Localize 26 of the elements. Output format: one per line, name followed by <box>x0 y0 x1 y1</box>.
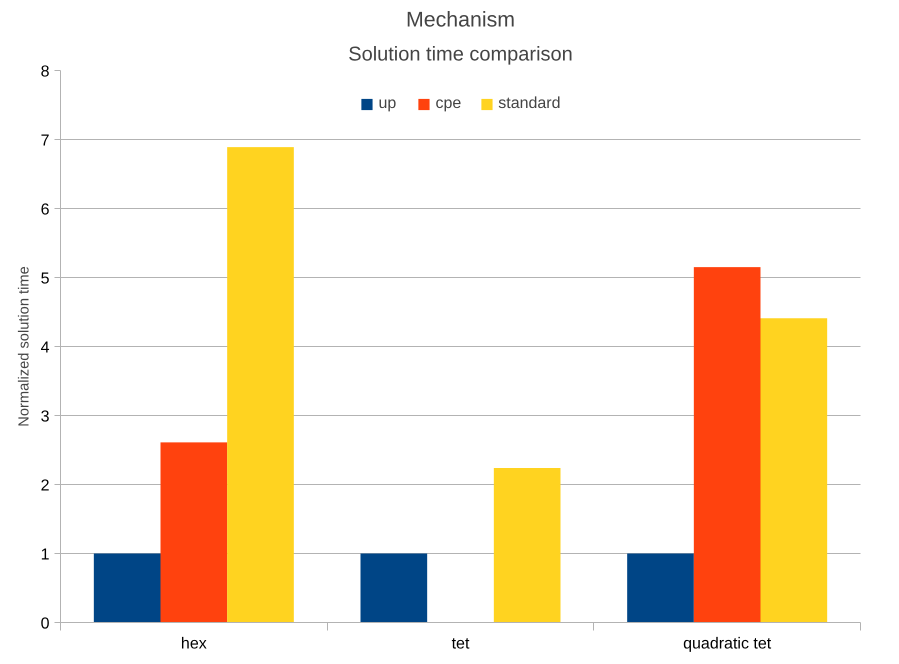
y-tick-label: 4 <box>40 340 50 356</box>
chart-title: Mechanism <box>406 8 516 32</box>
chart-subtitle: Solution time comparison <box>348 44 573 66</box>
y-tick-label: 6 <box>40 202 50 218</box>
x-tick-label: hex <box>180 636 207 652</box>
y-tick-label: 0 <box>40 616 50 632</box>
y-tick-label: 1 <box>40 546 50 564</box>
bar <box>760 318 828 622</box>
bar <box>94 554 160 622</box>
bar <box>227 147 294 622</box>
y-axis-title: Normalized solution time <box>16 266 33 427</box>
y-tick-label: 7 <box>40 132 50 150</box>
bar <box>494 468 560 622</box>
y-tick-label: 5 <box>40 270 50 288</box>
bar <box>160 442 228 622</box>
bar <box>694 267 760 622</box>
x-tick-label: quadratic tet <box>683 636 772 652</box>
y-tick-label: 3 <box>40 408 50 426</box>
x-tick-label: tet <box>452 636 470 652</box>
bar <box>627 554 694 622</box>
y-tick-label: 8 <box>40 64 50 80</box>
bar <box>360 554 428 622</box>
y-tick-label: 2 <box>40 478 50 494</box>
legend-label: cpe <box>435 95 462 113</box>
legend-label: up <box>378 95 398 113</box>
legend-label: standard <box>498 95 561 113</box>
